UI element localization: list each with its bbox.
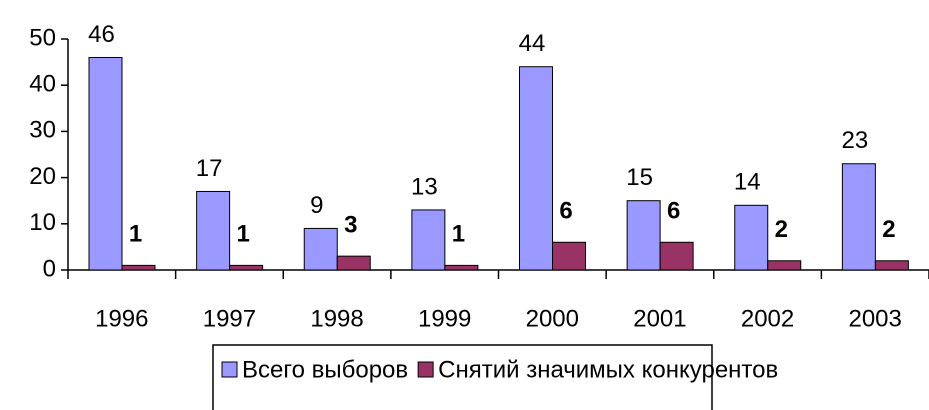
data-label: 2 [775, 216, 788, 243]
data-label: 6 [667, 198, 680, 225]
data-label: 3 [344, 211, 357, 238]
bar [874, 260, 909, 271]
bar [121, 264, 156, 271]
bar [88, 56, 123, 271]
bar [519, 66, 553, 271]
x-tick-label: 2001 [633, 305, 686, 332]
legend-swatch [221, 361, 238, 378]
bar [303, 227, 338, 271]
x-tick-label: 1997 [203, 305, 256, 332]
data-label: 9 [310, 192, 323, 219]
bar [196, 190, 231, 271]
y-tick-label: 10 [29, 209, 56, 236]
data-label: 6 [559, 198, 572, 225]
y-tick-label: 50 [29, 24, 56, 51]
bar [734, 204, 769, 271]
data-label: 14 [734, 169, 761, 196]
bar [767, 260, 802, 271]
data-label: 13 [411, 173, 438, 200]
bar [552, 241, 586, 271]
legend-label: Снятий значимых конкурентов [438, 356, 778, 383]
legend-box [212, 344, 713, 410]
bar [336, 255, 371, 271]
y-tick-label: 20 [29, 163, 56, 190]
x-tick-label: 2000 [526, 305, 579, 332]
y-tick-label: 30 [29, 117, 56, 144]
data-label: 15 [626, 164, 653, 191]
x-tick-label: 1996 [95, 305, 148, 332]
bar [659, 241, 694, 271]
bar [229, 264, 264, 271]
x-tick-label: 2002 [741, 305, 794, 332]
x-tick-label: 1999 [418, 305, 471, 332]
x-tick-label: 1998 [310, 305, 363, 332]
bar [841, 163, 876, 271]
data-label: 1 [452, 221, 465, 248]
data-label: 23 [842, 127, 869, 154]
data-label: 1 [236, 221, 249, 248]
legend-swatch [417, 361, 434, 378]
data-label: 44 [519, 30, 546, 57]
legend-label: Всего выборов [242, 356, 408, 383]
y-tick-label: 40 [29, 71, 56, 98]
data-label: 46 [88, 21, 115, 48]
y-tick-label: 0 [43, 255, 56, 282]
data-label: 17 [196, 155, 223, 182]
data-label: 1 [129, 221, 142, 248]
bar [411, 209, 446, 271]
data-label: 2 [882, 216, 895, 243]
bar [626, 200, 661, 271]
x-tick-label: 2003 [848, 305, 901, 332]
bar [444, 264, 479, 271]
